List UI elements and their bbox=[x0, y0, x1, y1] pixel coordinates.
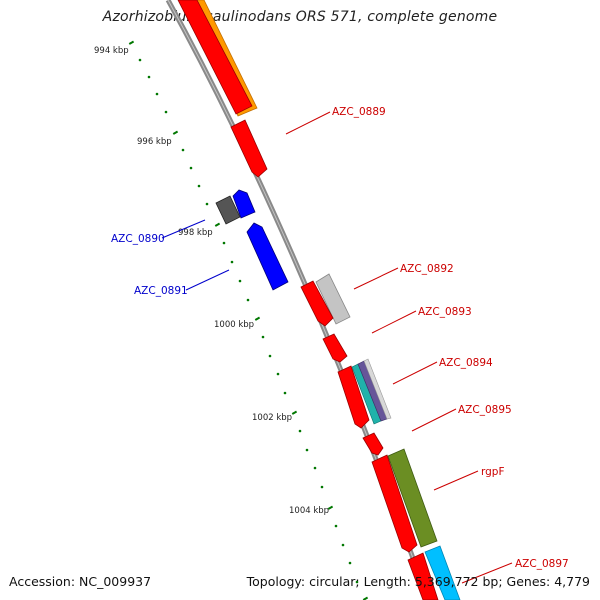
red-track bbox=[177, 0, 439, 600]
gene-red-0892[interactable] bbox=[300, 280, 334, 327]
leader-line-0893 bbox=[371, 310, 417, 334]
gene-gray[interactable] bbox=[315, 273, 351, 325]
scale-label: 994 kbp bbox=[94, 46, 129, 56]
scale-tick-major bbox=[128, 40, 135, 45]
gene-red-0889a[interactable] bbox=[177, 0, 253, 115]
scale-dot bbox=[147, 75, 151, 79]
gene-label[interactable]: AZC_0891 bbox=[134, 285, 188, 297]
gene-label[interactable]: AZC_0895 bbox=[458, 404, 512, 416]
scale-dot bbox=[205, 202, 209, 206]
scale-dot bbox=[261, 335, 265, 339]
gene-label[interactable]: AZC_0894 bbox=[439, 357, 493, 369]
scale-dot bbox=[283, 391, 287, 395]
scale-dot bbox=[238, 279, 242, 283]
gene-label[interactable]: rgpF bbox=[481, 466, 505, 478]
gene-red-rgpF[interactable] bbox=[371, 454, 418, 553]
scale-label: 1004 kbp bbox=[289, 506, 329, 516]
scale-dot bbox=[230, 260, 234, 264]
scale-dot bbox=[355, 580, 359, 584]
scale-dot bbox=[305, 448, 309, 452]
leader-line-0892 bbox=[353, 267, 399, 290]
scale-dot bbox=[222, 241, 226, 245]
scale-dot bbox=[320, 485, 324, 489]
gene-label[interactable]: AZC_0892 bbox=[400, 263, 454, 275]
leader-line-rgpF bbox=[433, 470, 479, 491]
scale-tick-major bbox=[214, 222, 221, 227]
scale-tick-major bbox=[172, 130, 179, 135]
gene-olive[interactable] bbox=[387, 448, 438, 548]
scale-dot bbox=[164, 110, 168, 114]
scale-dot bbox=[181, 148, 185, 152]
scale-label: 996 kbp bbox=[137, 137, 172, 147]
accession-text: Accession: NC_009937 bbox=[9, 574, 152, 589]
leader-line-0895 bbox=[411, 408, 457, 432]
scale-label: 1000 kbp bbox=[214, 320, 254, 330]
leader-line-0897 bbox=[461, 562, 513, 584]
scale-dot bbox=[348, 561, 352, 565]
gene-label[interactable]: AZC_0893 bbox=[418, 306, 472, 318]
gene-blue-0890[interactable] bbox=[232, 189, 256, 219]
scale-dot bbox=[246, 298, 250, 302]
gene-red-0889[interactable] bbox=[230, 119, 268, 178]
gene-red-0897[interactable] bbox=[407, 552, 439, 600]
scale-dot bbox=[197, 184, 201, 188]
scale-dot bbox=[155, 92, 159, 96]
leader-line-0894 bbox=[392, 361, 438, 385]
topology-text: Topology: circular; Length: 5,369,772 bp… bbox=[246, 574, 590, 589]
gene-red-0893[interactable] bbox=[322, 333, 348, 363]
leader-line-0891 bbox=[185, 269, 230, 291]
left-track bbox=[215, 189, 289, 291]
gene-label[interactable]: AZC_0889 bbox=[332, 106, 386, 118]
gene-cyan[interactable] bbox=[424, 545, 461, 600]
scale-dot bbox=[138, 58, 142, 62]
leader-line-0890 bbox=[161, 219, 206, 239]
gene-label[interactable]: AZC_0890 bbox=[111, 233, 165, 245]
gene-blue-0891[interactable] bbox=[246, 222, 289, 291]
scale-dot bbox=[189, 166, 193, 170]
gene-red-0895[interactable] bbox=[362, 432, 384, 456]
leader-line-0889 bbox=[285, 111, 331, 135]
scale-tick-major bbox=[291, 410, 298, 415]
scale-tick-major bbox=[362, 596, 369, 600]
scale-label: 998 kbp bbox=[178, 228, 213, 238]
scale-dot bbox=[313, 466, 317, 470]
gene-label[interactable]: AZC_0897 bbox=[515, 558, 569, 570]
scale-tick-major bbox=[327, 505, 334, 510]
scale-dot bbox=[298, 429, 302, 433]
gene-red-0894[interactable] bbox=[337, 365, 370, 429]
scale-tick-major bbox=[254, 316, 261, 321]
scale-label: 1002 kbp bbox=[252, 413, 292, 423]
scale-dot bbox=[341, 543, 345, 547]
gene-dark[interactable] bbox=[215, 195, 241, 225]
scale-dot bbox=[276, 372, 280, 376]
scale-dot bbox=[334, 524, 338, 528]
scale-dot bbox=[268, 354, 272, 358]
gene-gray-small[interactable] bbox=[363, 358, 392, 420]
